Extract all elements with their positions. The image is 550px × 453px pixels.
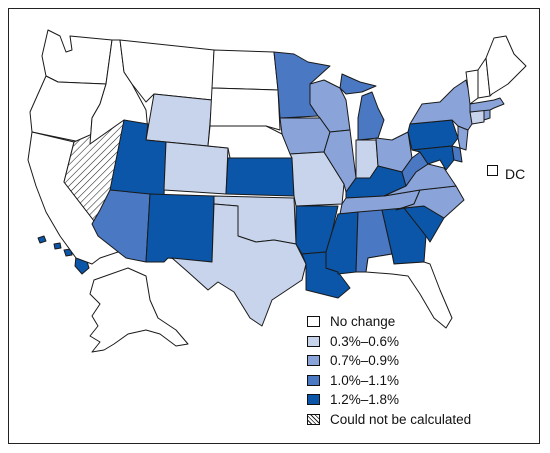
state-sd [209, 87, 281, 131]
legend-swatch [307, 374, 320, 386]
state-ri [483, 109, 491, 121]
state-pa [407, 119, 459, 151]
state-ak [89, 267, 189, 353]
state-ks [225, 157, 295, 197]
state-nd [211, 49, 279, 91]
legend-item: 1.2%–1.8% [307, 390, 471, 410]
state-mi [339, 73, 385, 141]
state-hi [37, 235, 47, 244]
legend-item: Could not be calculated [307, 410, 471, 430]
state-fl [365, 253, 453, 329]
legend-item: No change [307, 312, 471, 332]
legend-label: Could not be calculated [330, 411, 472, 427]
state-nc [395, 185, 465, 219]
legend: No change 0.3%–0.6% 0.7%–0.9% 1.0%–1.1% … [307, 312, 471, 429]
legend-swatch [307, 413, 320, 425]
state-wy [145, 93, 213, 147]
legend-item: 1.0%–1.1% [307, 371, 471, 391]
dc-label: DC [505, 166, 526, 182]
state-nm [145, 193, 215, 263]
state-ia [279, 117, 331, 155]
legend-swatch [307, 394, 320, 406]
legend-item: 0.7%–0.9% [307, 351, 471, 371]
state-me [485, 35, 527, 97]
state-hi [63, 248, 73, 257]
state-tx [171, 203, 307, 327]
legend-swatch [307, 335, 320, 347]
legend-swatch [307, 355, 320, 367]
legend-label: No change [330, 314, 396, 330]
state-co [163, 141, 229, 195]
legend-label: 1.2%–1.8% [330, 392, 400, 408]
legend-label: 0.3%–0.6% [330, 333, 400, 349]
legend-item: 0.3%–0.6% [307, 332, 471, 352]
dc-swatch [487, 165, 498, 176]
legend-swatch [307, 316, 320, 328]
state-hi [53, 242, 62, 250]
state-ma [469, 97, 505, 113]
legend-label: 1.0%–1.1% [330, 372, 400, 388]
state-il [323, 129, 357, 193]
state-wa [41, 29, 113, 85]
legend-label: 0.7%–0.9% [330, 353, 400, 369]
state-de [451, 145, 463, 163]
